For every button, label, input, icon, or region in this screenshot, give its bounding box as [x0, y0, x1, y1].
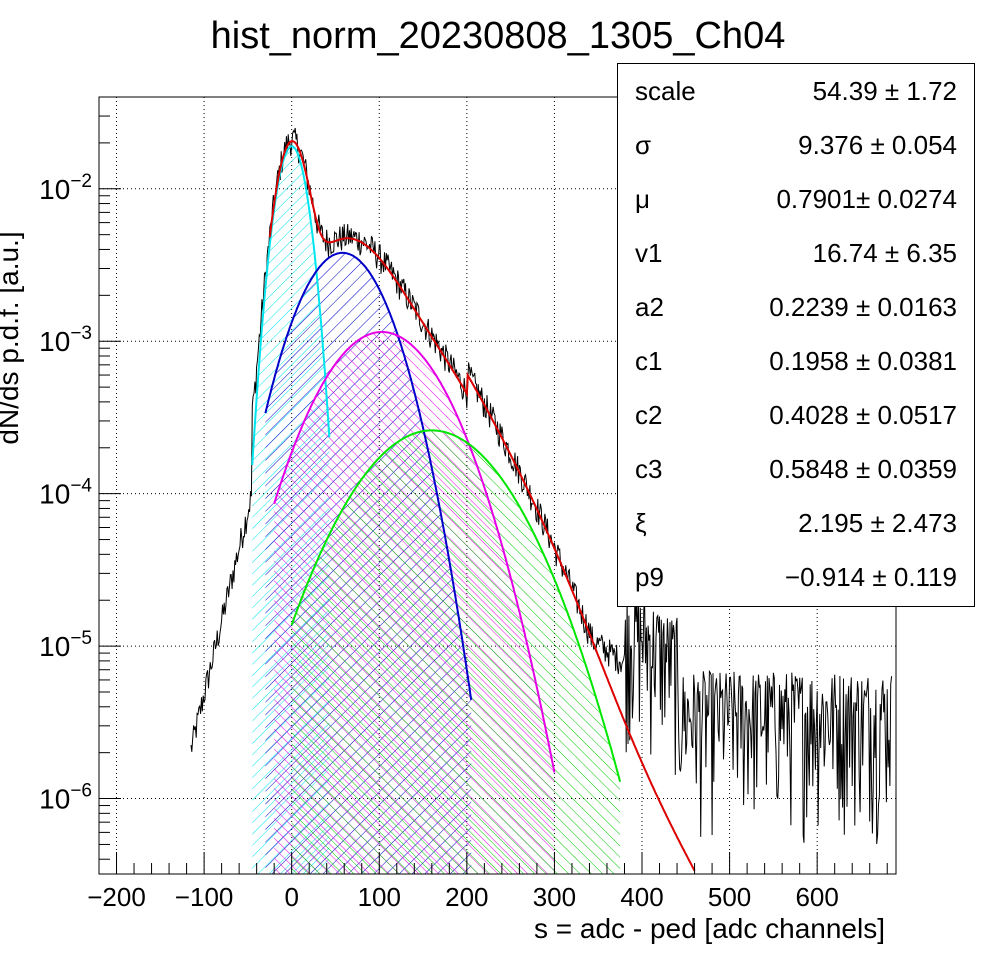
axes: −200 −100 0 100 200 300 400 500 600 10−6 10−5 10−4 1… [39, 96, 888, 912]
x-tick-label: 300 [533, 882, 576, 912]
component-fit-curve [273, 331, 556, 773]
stats-row: μ 0.7901± 0.0274 [618, 172, 974, 226]
stats-param-name: c2 [635, 400, 663, 430]
stats-row: scale 54.39 ± 1.72 [618, 64, 974, 118]
x-tick-label: −200 [87, 882, 146, 912]
x-tick-label: 400 [620, 882, 663, 912]
stats-param-value: 54.39 ± 1.72 [812, 76, 957, 106]
stats-param-name: v1 [635, 238, 663, 268]
x-tick-label: 600 [795, 882, 838, 912]
stats-param-name: scale [635, 76, 696, 106]
stats-param-name: c3 [635, 454, 663, 484]
y-tick-label: 10−2 [39, 171, 92, 205]
stats-row: σ 9.376 ± 0.054 [618, 118, 974, 172]
stats-param-name: a2 [635, 292, 664, 322]
data-histogram [190, 127, 893, 844]
stats-param-name: p9 [635, 562, 664, 592]
x-tick-label: 200 [445, 882, 488, 912]
x-tick-label: −100 [175, 882, 234, 912]
stats-param-value: 16.74 ± 6.35 [812, 238, 957, 268]
x-tick-label: 0 [284, 882, 298, 912]
stats-row: c3 0.5848 ± 0.0359 [618, 442, 974, 496]
data-layer [190, 127, 893, 844]
fit-curves [251, 140, 696, 872]
x-tick-label: 500 [708, 882, 751, 912]
stats-param-value: 9.376 ± 0.054 [798, 130, 957, 160]
stats-param-value: 0.1958 ± 0.0381 [769, 346, 957, 376]
component-fit-curve [264, 251, 473, 701]
total-fit-curve [268, 140, 696, 872]
y-tick-label: 10−3 [39, 323, 92, 357]
x-axis-label: s = adc - ped [adc channels] [534, 913, 885, 944]
y-tick-label: 10−6 [39, 781, 92, 815]
stats-param-name: ξ [635, 508, 647, 538]
y-axis-label: dN/ds p.d.f. [a.u.] [0, 231, 24, 444]
stats-param-name: μ [635, 184, 650, 214]
chart-title: hist_norm_20230808_1305_Ch04 [211, 15, 786, 57]
stats-param-name: σ [635, 130, 652, 160]
stats-param-name: c1 [635, 346, 663, 376]
stats-param-value: 2.195 ± 2.473 [798, 508, 957, 538]
stats-row: a2 0.2239 ± 0.0163 [618, 280, 974, 334]
y-tick-label: 10−5 [39, 628, 92, 662]
stats-row: v1 16.74 ± 6.35 [618, 226, 974, 280]
component-hatch-fill [291, 430, 621, 874]
stats-row: p9 −0.914 ± 0.119 [618, 550, 974, 604]
component-fit-curve [290, 429, 622, 782]
component-fills [252, 146, 621, 874]
stats-param-value: 0.7901± 0.0274 [776, 184, 957, 214]
stats-param-value: 0.2239 ± 0.0163 [769, 292, 957, 322]
stats-param-value: 0.4028 ± 0.0517 [769, 400, 957, 430]
stats-param-value: 0.5848 ± 0.0359 [769, 454, 957, 484]
x-tick-label: 100 [358, 882, 401, 912]
stats-row: c1 0.1958 ± 0.0381 [618, 334, 974, 388]
stats-row: c2 0.4028 ± 0.0517 [618, 388, 974, 442]
fit-statistics-box: scale 54.39 ± 1.72 σ 9.376 ± 0.054 μ 0.7… [617, 63, 975, 607]
y-tick-label: 10−4 [39, 476, 92, 510]
stats-row: ξ 2.195 ± 2.473 [618, 496, 974, 550]
stats-param-value: −0.914 ± 0.119 [784, 562, 957, 592]
